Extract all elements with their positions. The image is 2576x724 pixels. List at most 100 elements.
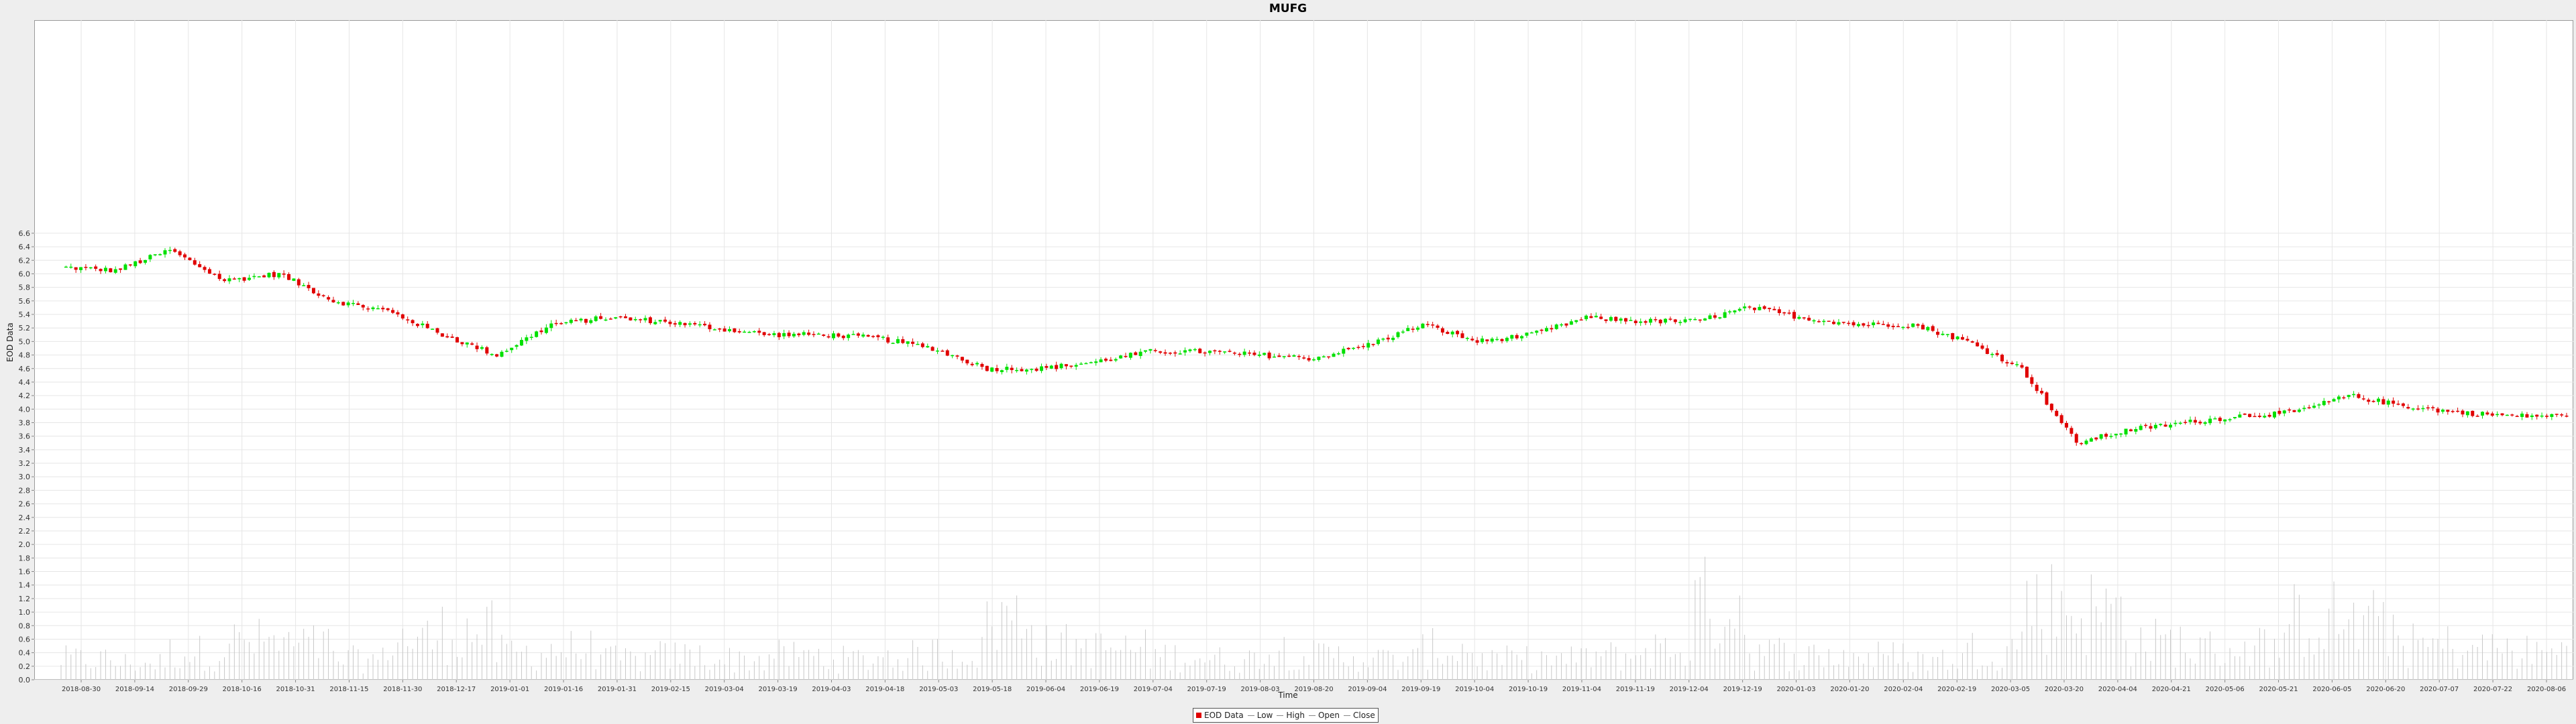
y-tick-label: 4.2 [19, 391, 31, 400]
candle-body [1168, 353, 1172, 354]
y-tick-label: 0.8 [19, 621, 31, 630]
candle-body [2144, 424, 2148, 426]
candle-body [2322, 401, 2326, 406]
candle-body [1713, 315, 1717, 318]
candle-body [103, 267, 107, 272]
x-tick-label: 2019-10-19 [1509, 686, 1548, 693]
candle-body [866, 335, 870, 337]
candle-body [425, 323, 429, 328]
x-tick-label: 2018-12-17 [437, 686, 476, 693]
y-tick-label: 2.0 [19, 540, 31, 549]
candle-body [1198, 349, 1202, 353]
x-tick-label: 2020-04-21 [2152, 686, 2191, 693]
candle-body [1891, 325, 1895, 327]
candle-body [891, 343, 895, 345]
candle-body [2203, 422, 2207, 424]
candle-body [302, 285, 306, 286]
candle-body [178, 251, 182, 255]
candle-body [1084, 363, 1088, 365]
candle-body [1336, 353, 1340, 355]
candle-body [1936, 331, 1940, 335]
candle-body [84, 267, 88, 268]
candle-body [930, 347, 934, 351]
candle-body [1624, 318, 1628, 322]
candle-body [2288, 409, 2292, 411]
x-tick-label: 2018-09-14 [115, 686, 154, 693]
candle-body [1352, 347, 1356, 349]
y-tick-label: 3.0 [19, 473, 31, 481]
x-tick-label: 2020-07-07 [2420, 686, 2459, 693]
candle-body [1426, 324, 1430, 325]
legend-swatch-icon [1196, 713, 1201, 718]
candle-body [639, 319, 643, 320]
candle-body [822, 335, 826, 337]
y-tick-label: 0.2 [19, 662, 31, 671]
candle-body [1832, 321, 1836, 324]
candle-body [2159, 424, 2163, 426]
candle-body [1544, 328, 1548, 332]
candle-body [1768, 308, 1772, 310]
legend-label: Close [1353, 711, 1375, 720]
candle-body [1856, 324, 1860, 326]
candle-body [1728, 311, 1732, 312]
candle-body [1812, 320, 1816, 322]
x-tick-label: 2020-03-20 [2045, 686, 2084, 693]
candle-body [737, 331, 741, 333]
candle-body [406, 319, 410, 320]
candle-body [510, 347, 514, 351]
x-axis-label: Time [1278, 690, 1298, 700]
candle-body [1109, 359, 1113, 361]
candle-body [1490, 339, 1494, 342]
candle-body [2292, 410, 2296, 412]
candle-body [2080, 442, 2084, 444]
candle-body [336, 302, 340, 304]
candle-body [361, 304, 365, 308]
candle-body [955, 355, 959, 357]
candle-body [2535, 414, 2539, 417]
candle-body [1470, 339, 1474, 341]
legend-line-icon [1308, 715, 1316, 716]
candle-body [2277, 410, 2282, 414]
candle-body [465, 342, 469, 345]
candle-body [366, 308, 370, 310]
candle-body [2188, 420, 2192, 422]
candle-body [1579, 319, 1583, 321]
candle-body [1153, 350, 1157, 351]
candle-body [217, 274, 221, 280]
candle-body [1475, 340, 1479, 343]
candle-body [886, 337, 890, 343]
candle-body [980, 363, 984, 367]
candle-body [1876, 322, 1880, 324]
candle-body [2471, 410, 2475, 416]
candle-body [1044, 366, 1049, 368]
candle-body [2421, 408, 2425, 410]
candle-body [1644, 321, 1648, 323]
candle-body [1188, 349, 1192, 351]
candle-body [396, 312, 400, 314]
candle-body [1213, 350, 1217, 352]
candle-body [2381, 399, 2385, 405]
candle-body [608, 318, 612, 320]
x-tick-label: 2019-11-19 [1616, 686, 1655, 693]
candle-body [252, 276, 256, 278]
candle-body [2560, 414, 2564, 416]
candle-body [945, 350, 949, 356]
candle-body [272, 272, 276, 278]
candle-body [2440, 410, 2445, 412]
candle-body [2193, 420, 2197, 423]
candle-body [678, 322, 682, 325]
candle-body [1733, 310, 1737, 312]
candle-body [371, 307, 375, 310]
candle-body [1931, 326, 1935, 331]
candle-body [747, 332, 751, 333]
candle-body [2426, 407, 2430, 409]
x-tick-label: 2020-02-19 [1937, 686, 1976, 693]
candle-body [960, 357, 964, 361]
candle-body [1633, 320, 1638, 323]
x-tick-label: 2019-01-01 [490, 686, 529, 693]
candle-body [896, 339, 900, 343]
candle-body [965, 359, 969, 364]
candle-body [1203, 352, 1207, 354]
candle-body [936, 350, 940, 352]
candle-body [1178, 353, 1182, 355]
